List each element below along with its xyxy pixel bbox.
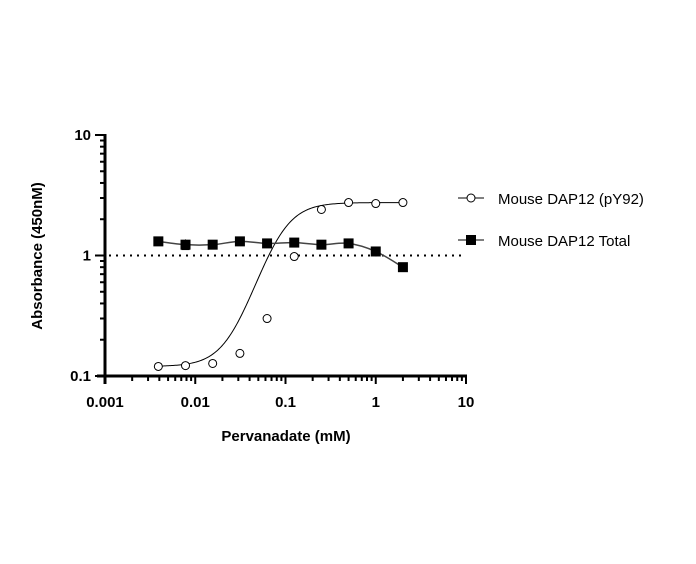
data-point-square (234, 236, 245, 247)
legend-item-total: Mouse DAP12 Total (458, 233, 630, 250)
y-tick-label: 1 (83, 248, 91, 265)
filled-square-icon (466, 235, 476, 245)
data-point-circle (371, 199, 381, 209)
y-axis-ticks: 0.1 1 10 (70, 127, 105, 385)
x-tick-label: 0.1 (275, 394, 296, 411)
fit-curve-pY92 (158, 202, 403, 367)
data-point-square (343, 238, 354, 249)
data-point-square (207, 239, 218, 250)
legend: Mouse DAP12 (pY92) Mouse DAP12 Total (458, 191, 644, 250)
x-axis-ticks: 0.001 0.01 0.1 1 10 (86, 376, 474, 411)
data-point-square (153, 236, 164, 247)
data-point-circle (344, 198, 354, 208)
data-point-circle (262, 314, 272, 324)
axes (97, 134, 467, 384)
data-point-square (370, 246, 381, 257)
data-point-square (262, 238, 273, 249)
y-tick-label: 0.1 (70, 368, 91, 385)
legend-item-pY92: Mouse DAP12 (pY92) (458, 191, 644, 208)
data-point-circle (181, 361, 191, 371)
data-point-circle (235, 348, 245, 358)
x-tick-label: 0.01 (181, 394, 210, 411)
x-tick-label: 0.001 (86, 394, 124, 411)
x-tick-label: 10 (458, 394, 475, 411)
series-layer (153, 198, 408, 371)
x-tick-label: 1 (372, 394, 380, 411)
data-point-circle (289, 252, 299, 262)
data-point-circle (316, 204, 326, 214)
data-point-square (397, 262, 408, 273)
open-circle-icon (466, 193, 476, 203)
data-point-square (180, 239, 191, 250)
legend-label: Mouse DAP12 Total (498, 233, 630, 250)
data-point-circle (208, 358, 218, 368)
data-point-square (316, 239, 327, 250)
data-point-square (289, 237, 300, 248)
y-tick-label: 10 (74, 127, 91, 144)
y-axis-title: Absorbance (450nM) (29, 182, 46, 330)
legend-label: Mouse DAP12 (pY92) (498, 191, 644, 208)
fit-curve-total (158, 240, 404, 268)
data-point-circle (398, 198, 408, 208)
x-axis-title: Pervanadate (mM) (221, 428, 350, 445)
data-point-circle (153, 361, 163, 371)
